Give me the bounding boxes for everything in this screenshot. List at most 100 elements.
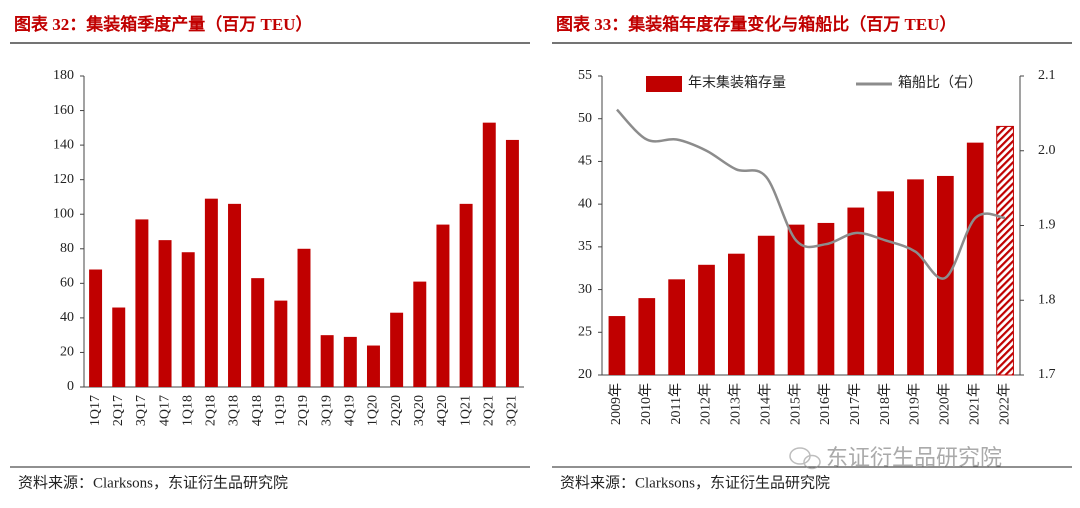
- y-tick-label: 20: [60, 345, 74, 360]
- bar: [727, 253, 745, 375]
- x-tick-label: 4Q18: [250, 395, 265, 426]
- bar: [390, 312, 404, 387]
- y-tick-label: 25: [578, 325, 592, 340]
- x-tick-label: 2Q20: [389, 395, 404, 426]
- bar: [996, 125, 1014, 376]
- y-tick-label: 60: [60, 276, 74, 291]
- x-tick-label: 2014年: [757, 383, 773, 425]
- bar: [158, 240, 172, 387]
- x-tick-label: 1Q20: [366, 395, 381, 426]
- y-tick-label: 0: [67, 379, 74, 394]
- bar: [936, 175, 954, 375]
- x-tick-label: 3Q21: [505, 395, 520, 426]
- x-tick-label: 2018年: [877, 383, 893, 425]
- line: [616, 108, 1006, 280]
- x-tick-label: 2Q18: [204, 395, 219, 426]
- y-tick-label: 55: [578, 68, 592, 83]
- legend-swatch: [646, 76, 682, 92]
- x-tick-label: 4Q19: [343, 395, 358, 426]
- x-tick-label: 2021年: [966, 383, 982, 425]
- x-tick-label: 2019年: [907, 383, 923, 425]
- bar: [436, 224, 450, 387]
- bar: [413, 281, 427, 387]
- bar: [181, 252, 195, 387]
- bar: [817, 222, 835, 375]
- x-tick-label: 1Q19: [273, 395, 288, 426]
- bar: [251, 278, 265, 387]
- bar: [505, 139, 519, 387]
- x-tick-label: 2010年: [638, 383, 654, 425]
- x-tick-label: 2Q19: [296, 395, 311, 426]
- chart-title: 图表 32：集装箱季度产量（百万 TEU）: [14, 14, 312, 34]
- x-tick-label: 1Q17: [88, 395, 103, 426]
- watermark-icon: [789, 447, 821, 470]
- bar: [966, 142, 984, 375]
- x-tick-label: 4Q17: [157, 395, 172, 426]
- y-tick-label: 80: [60, 241, 74, 256]
- bar: [787, 224, 805, 375]
- y2-tick-label: 2.0: [1038, 143, 1056, 158]
- bar: [459, 203, 473, 387]
- bar: [482, 122, 496, 388]
- y-tick-label: 160: [53, 103, 74, 118]
- bar: [343, 336, 357, 387]
- bar: [228, 203, 242, 387]
- bar: [89, 269, 103, 387]
- y2-tick-label: 1.9: [1038, 218, 1056, 233]
- bar: [320, 335, 334, 387]
- legend-label: 年末集装箱存量: [688, 74, 786, 91]
- y-tick-label: 50: [578, 111, 592, 126]
- y2-tick-label: 1.8: [1038, 292, 1056, 307]
- bar: [907, 179, 924, 375]
- x-tick-label: 1Q21: [458, 395, 473, 426]
- x-tick-label: 4Q20: [435, 395, 450, 426]
- bar: [204, 198, 218, 387]
- y-tick-label: 40: [60, 310, 74, 325]
- x-tick-label: 2013年: [728, 383, 744, 425]
- x-tick-label: 2020年: [937, 383, 953, 425]
- y2-tick-label: 1.7: [1038, 367, 1056, 382]
- y-tick-label: 140: [53, 137, 74, 152]
- x-tick-label: 2Q21: [481, 395, 496, 426]
- x-tick-label: 2012年: [698, 383, 714, 425]
- x-tick-label: 3Q17: [134, 395, 149, 426]
- legend-label: 箱船比（右）: [898, 75, 982, 91]
- y2-tick-label: 2.1: [1038, 68, 1056, 83]
- bar: [112, 307, 126, 387]
- y-tick-label: 20: [578, 367, 592, 382]
- x-tick-label: 3Q19: [319, 395, 334, 426]
- bar: [668, 279, 686, 375]
- bar: [847, 207, 865, 375]
- x-tick-label: 2009年: [608, 383, 624, 425]
- bar: [297, 248, 311, 387]
- watermark: 东证衍生品研究院: [826, 446, 1002, 471]
- bar: [274, 300, 288, 387]
- y-tick-label: 45: [578, 154, 592, 169]
- x-tick-label: 3Q20: [412, 395, 427, 426]
- source: 资料来源：Clarksons，东证衍生品研究院: [560, 473, 830, 491]
- bar: [608, 316, 626, 375]
- bar: [757, 235, 775, 375]
- x-tick-label: 1Q18: [180, 395, 195, 426]
- y-tick-label: 35: [578, 239, 592, 254]
- chart-title: 图表 33：集装箱年度存量变化与箱船比（百万 TEU）: [556, 14, 956, 34]
- bar: [638, 298, 656, 375]
- y-tick-label: 180: [53, 68, 74, 83]
- bar: [135, 219, 149, 387]
- x-tick-label: 2015年: [787, 383, 803, 425]
- bar: [877, 191, 895, 375]
- x-tick-label: 2022年: [996, 383, 1012, 425]
- x-tick-label: 2016年: [817, 383, 833, 425]
- bar: [366, 345, 380, 387]
- x-tick-label: 2011年: [668, 383, 684, 424]
- y-tick-label: 100: [53, 206, 74, 221]
- x-tick-label: 2Q17: [111, 395, 126, 426]
- x-tick-label: 3Q18: [227, 395, 242, 426]
- bar: [698, 264, 715, 375]
- y-tick-label: 120: [53, 172, 74, 187]
- y-tick-label: 30: [578, 282, 592, 297]
- x-tick-label: 2017年: [847, 383, 863, 425]
- source: 资料来源：Clarksons，东证衍生品研究院: [18, 473, 288, 491]
